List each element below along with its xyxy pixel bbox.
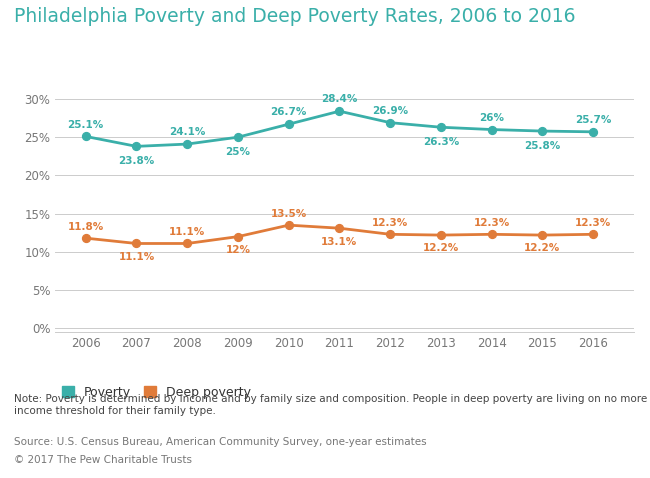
Text: 13.1%: 13.1% xyxy=(321,237,358,247)
Text: 13.5%: 13.5% xyxy=(270,209,307,219)
Text: 26.3%: 26.3% xyxy=(422,137,459,147)
Text: 12.2%: 12.2% xyxy=(525,243,560,253)
Point xyxy=(334,108,345,115)
Text: © 2017 The Pew Charitable Trusts: © 2017 The Pew Charitable Trusts xyxy=(14,455,192,465)
Text: 12.3%: 12.3% xyxy=(372,218,408,228)
Text: 12%: 12% xyxy=(226,245,250,255)
Point xyxy=(233,133,243,141)
Text: Philadelphia Poverty and Deep Poverty Rates, 2006 to 2016: Philadelphia Poverty and Deep Poverty Ra… xyxy=(14,7,576,26)
Text: Source: U.S. Census Bureau, American Community Survey, one-year estimates: Source: U.S. Census Bureau, American Com… xyxy=(14,437,427,447)
Point xyxy=(182,140,192,148)
Text: 11.8%: 11.8% xyxy=(68,222,104,232)
Point xyxy=(283,221,294,229)
Point xyxy=(486,230,497,238)
Legend: Poverty, Deep poverty: Poverty, Deep poverty xyxy=(62,386,251,399)
Text: 26%: 26% xyxy=(479,113,504,123)
Point xyxy=(81,234,91,242)
Point xyxy=(131,239,142,247)
Point xyxy=(588,128,599,136)
Point xyxy=(588,230,599,238)
Point xyxy=(436,231,446,239)
Point xyxy=(334,224,345,232)
Text: 12.2%: 12.2% xyxy=(422,243,459,253)
Point xyxy=(81,132,91,140)
Point xyxy=(385,119,395,127)
Point xyxy=(283,120,294,128)
Point xyxy=(486,126,497,133)
Text: 24.1%: 24.1% xyxy=(169,127,205,137)
Text: 23.8%: 23.8% xyxy=(118,156,155,166)
Text: 28.4%: 28.4% xyxy=(321,94,358,104)
Text: 12.3%: 12.3% xyxy=(474,218,510,228)
Text: 25.7%: 25.7% xyxy=(575,115,612,125)
Point xyxy=(537,127,547,135)
Text: 11.1%: 11.1% xyxy=(118,252,155,262)
Point xyxy=(436,123,446,131)
Point xyxy=(182,239,192,247)
Text: Note: Poverty is determined by income and by family size and composition. People: Note: Poverty is determined by income an… xyxy=(14,394,650,416)
Text: 26.9%: 26.9% xyxy=(372,106,408,116)
Text: 25%: 25% xyxy=(226,147,250,157)
Text: 12.3%: 12.3% xyxy=(575,218,611,228)
Point xyxy=(131,142,142,150)
Text: 11.1%: 11.1% xyxy=(169,228,205,238)
Point xyxy=(233,233,243,240)
Text: 25.1%: 25.1% xyxy=(68,120,104,130)
Point xyxy=(537,231,547,239)
Text: 26.7%: 26.7% xyxy=(270,107,307,117)
Point xyxy=(385,230,395,238)
Text: 25.8%: 25.8% xyxy=(525,141,560,151)
